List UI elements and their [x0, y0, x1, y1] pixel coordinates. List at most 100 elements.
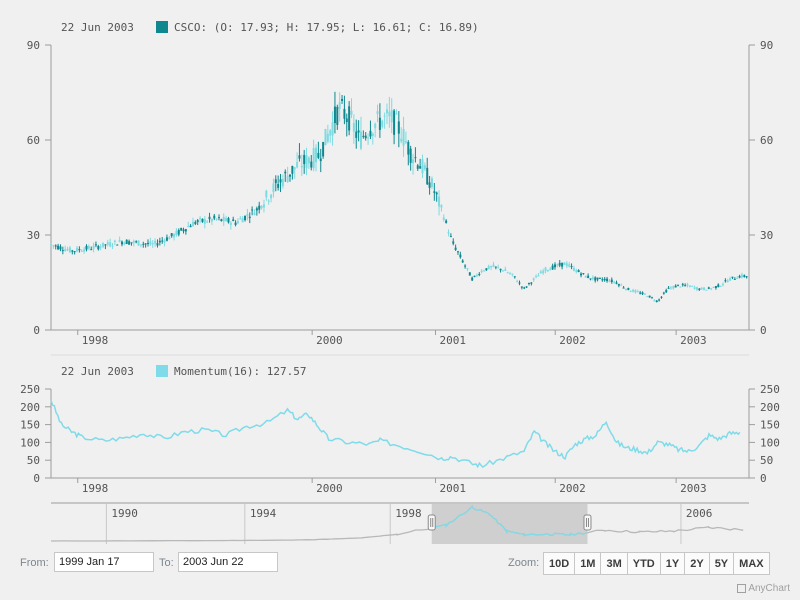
price-candle — [348, 106, 351, 131]
price-candle — [549, 268, 552, 271]
price-candle — [371, 133, 374, 136]
price-candle — [575, 270, 578, 272]
price-candle — [333, 106, 336, 124]
scroller-thumb-right[interactable] — [583, 514, 592, 531]
price-candle — [298, 155, 301, 159]
scroller-background — [51, 503, 749, 544]
price-candle — [359, 131, 362, 149]
price-candle — [591, 277, 594, 280]
price-candle — [352, 123, 355, 132]
momentum-y-tick-label: 0 — [33, 472, 40, 485]
zoom-button-ytd[interactable]: YTD — [626, 552, 661, 575]
price-candle — [277, 184, 280, 188]
price-candle — [724, 280, 727, 282]
price-y-tick-label: 30 — [27, 229, 40, 242]
momentum-y-tick-label-right: 150 — [760, 419, 780, 432]
price-candle — [383, 115, 386, 117]
price-candle — [641, 292, 644, 295]
price-candle — [376, 111, 379, 115]
price-candle — [305, 155, 308, 168]
price-candle — [499, 268, 502, 271]
price-y-tick-label-right: 60 — [760, 134, 773, 147]
price-candle — [494, 266, 497, 268]
price-candle — [610, 279, 613, 283]
scroller-selection[interactable] — [431, 504, 588, 544]
to-date-input[interactable] — [178, 552, 278, 572]
price-candle — [613, 281, 616, 283]
price-candle — [357, 130, 360, 133]
price-candle — [639, 292, 642, 294]
price-candle — [187, 226, 190, 228]
price-candle — [710, 288, 713, 290]
price-candle — [149, 241, 152, 245]
zoom-button-3m[interactable]: 3M — [600, 552, 628, 575]
price-candle — [743, 275, 746, 277]
zoom-button-1m[interactable]: 1M — [574, 552, 602, 575]
price-candle — [229, 222, 232, 226]
price-candle — [530, 282, 533, 284]
scroller[interactable]: 19901994199820022006 — [50, 502, 749, 544]
price-candle — [338, 102, 341, 109]
scroller-thumb-left[interactable] — [427, 514, 436, 531]
price-candle — [627, 287, 630, 290]
zoom-button-1y[interactable]: 1Y — [659, 552, 686, 575]
legend-swatch-momentum — [156, 365, 168, 377]
price-candle — [435, 192, 438, 195]
zoom-button-10d[interactable]: 10D — [543, 552, 576, 575]
price-candle — [191, 221, 194, 227]
credits[interactable]: AnyChart — [737, 583, 790, 594]
price-candle — [449, 236, 452, 238]
price-candle — [596, 277, 599, 280]
price-candle — [506, 272, 509, 274]
zoom-button-5y[interactable]: 5Y — [708, 552, 735, 575]
from-label: From: — [20, 557, 49, 569]
price-candle — [76, 247, 79, 252]
zoom-button-max[interactable]: MAX — [733, 552, 770, 575]
price-candle — [454, 247, 457, 250]
price-candle — [184, 229, 187, 232]
momentum-y-tick-label: 50 — [27, 454, 40, 467]
price-candle — [729, 278, 732, 281]
price-candle — [331, 122, 334, 136]
from-date-input[interactable] — [54, 552, 154, 572]
price-candle — [565, 263, 568, 267]
legend-swatch-csco — [156, 21, 168, 33]
price-candle — [430, 178, 433, 187]
price-candle — [132, 240, 135, 243]
price-candle — [196, 220, 199, 222]
price-candle — [322, 142, 325, 157]
price-candle — [572, 267, 575, 271]
price-y-tick-label-right: 90 — [760, 39, 773, 52]
price-candle — [459, 254, 462, 258]
price-candle — [106, 242, 109, 245]
price-candle — [537, 275, 540, 277]
price-candle — [475, 274, 478, 277]
price-candle — [648, 295, 651, 298]
price-candle — [511, 273, 514, 275]
price-candle — [674, 285, 677, 288]
price-candle — [329, 130, 332, 136]
price-x-tick-label: 1998 — [82, 334, 109, 347]
price-candle — [130, 242, 133, 244]
price-candle — [350, 110, 353, 115]
momentum-x-tick-label: 2002 — [559, 482, 586, 495]
price-candle — [326, 133, 329, 142]
price-candle — [603, 278, 606, 281]
price-candle — [296, 162, 299, 168]
price-candle — [617, 284, 620, 286]
price-candle — [556, 264, 559, 266]
price-candle — [677, 284, 680, 286]
price-candle — [343, 108, 346, 119]
to-label: To: — [159, 557, 174, 569]
price-candle — [50, 244, 52, 246]
legend-date-price: 22 Jun 2003 — [61, 21, 134, 34]
price-candle — [471, 277, 474, 281]
price-candle — [426, 167, 429, 185]
price-candle — [258, 205, 261, 210]
price-candle — [636, 291, 639, 293]
price-candle — [483, 270, 486, 272]
price-candle — [622, 287, 625, 289]
price-candle — [390, 110, 393, 123]
price-candle — [513, 276, 516, 278]
zoom-button-2y[interactable]: 2Y — [684, 552, 710, 575]
